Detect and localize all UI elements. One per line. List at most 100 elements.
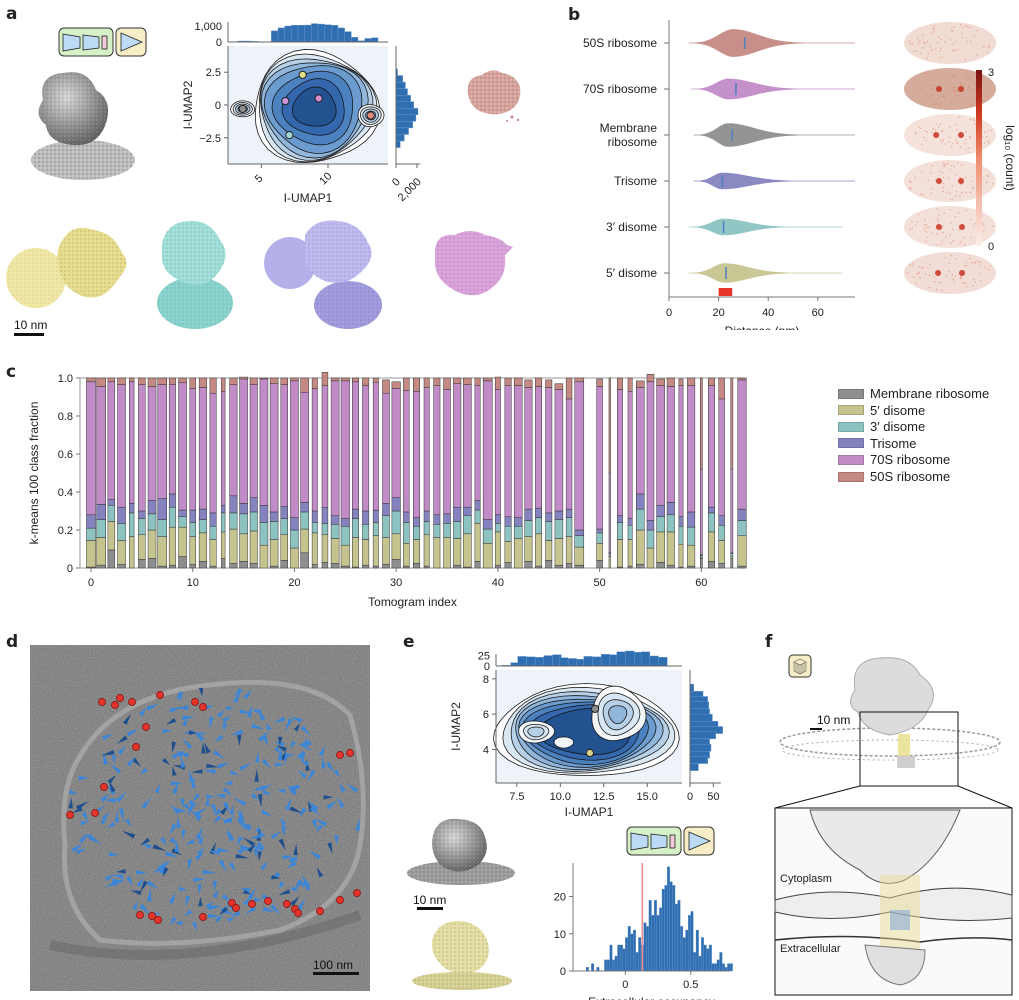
- histogram-bar: [623, 949, 626, 971]
- stacked-bar-segment: [341, 519, 350, 527]
- x-tick-label: 15.0: [637, 791, 658, 803]
- stacked-bar-segment: [108, 500, 115, 506]
- histogram-bar: [631, 934, 634, 971]
- orientation-map-speck: [916, 273, 917, 274]
- x-tick-label: 40: [492, 577, 504, 589]
- stacked-bar-segment: [312, 533, 317, 564]
- orientation-map-speck: [928, 226, 929, 227]
- stacked-bar-segment: [392, 534, 401, 560]
- orientation-map-speck: [969, 27, 970, 28]
- orientation-map-speck: [955, 94, 956, 95]
- stacked-bar-segment: [505, 526, 511, 541]
- histogram-bar: [638, 937, 641, 971]
- stacked-bar-segment: [312, 511, 317, 522]
- stacked-bar-segment: [609, 557, 611, 568]
- y-tick-label: 0.4: [58, 487, 73, 499]
- orientation-map-speck: [954, 166, 955, 167]
- stacked-bar-segment: [210, 393, 216, 513]
- stacked-bar-segment: [301, 553, 309, 568]
- stacked-bar-segment: [505, 541, 511, 562]
- right-histogram-bar: [690, 757, 708, 764]
- orientation-map-speck: [943, 163, 944, 164]
- stacked-bar-segment: [281, 519, 288, 535]
- orientation-map-speck: [950, 223, 951, 224]
- orientation-map-speck: [934, 25, 935, 26]
- stacked-bar-segment: [290, 381, 298, 518]
- stacked-bar-segment: [322, 535, 328, 563]
- orientation-map-speck: [920, 128, 921, 129]
- orientation-map-speck: [924, 224, 925, 225]
- top-histogram-bar: [559, 658, 568, 666]
- stacked-bar-segment: [129, 378, 134, 382]
- orientation-map-speck: [976, 30, 977, 31]
- legend-label: 3′ disome: [870, 419, 925, 434]
- stacked-bar-segment: [301, 529, 309, 553]
- orientation-map-2: [904, 114, 996, 156]
- stacked-bar-segment: [463, 516, 471, 534]
- orientation-map-speck: [910, 43, 911, 44]
- stacked-bar-segment: [463, 378, 471, 385]
- orientation-map-speck: [916, 283, 917, 284]
- orientation-map-speck: [936, 233, 937, 234]
- stacked-bar-segment: [97, 504, 106, 519]
- membrane-ribosome-marker: [199, 703, 206, 710]
- stacked-bar-segment: [609, 554, 611, 557]
- stacked-bar-segment: [169, 565, 175, 568]
- y-axis-label: I-UMAP2: [449, 702, 463, 751]
- stacked-bar-segment: [199, 378, 206, 388]
- y-tick-label: 4: [483, 744, 489, 756]
- orientation-map-speck: [989, 45, 990, 46]
- stacked-bar-segment: [290, 548, 298, 568]
- stacked-bar-segment: [597, 560, 603, 568]
- stacked-bar-segment: [230, 563, 237, 568]
- orientation-map-speck: [943, 77, 944, 78]
- stacked-bar-segment: [403, 522, 409, 543]
- orientation-map-speck: [952, 143, 953, 144]
- stacked-bar-segment: [322, 507, 328, 523]
- stacked-bar-segment: [148, 387, 156, 501]
- stacked-bar-segment: [373, 510, 378, 522]
- orientation-map-speck: [955, 195, 956, 196]
- membrane-ribosome-marker: [111, 701, 118, 708]
- orientation-map-speck: [952, 274, 953, 275]
- orientation-map-speck: [950, 88, 951, 89]
- stacked-bar-segment: [636, 381, 644, 388]
- orientation-map-speck: [912, 265, 913, 266]
- stacked-bar-segment: [118, 564, 126, 568]
- orientation-map-speck: [965, 143, 966, 144]
- stacked-bar-segment: [270, 566, 278, 568]
- scalebar-label-a: 10 nm: [14, 318, 47, 332]
- orientation-map-speck: [974, 123, 975, 124]
- stacked-bar-segment: [424, 535, 429, 566]
- y-axis-label: I-UMAP2: [181, 80, 195, 129]
- violin-5-disome: [689, 263, 843, 283]
- orientation-map-speck: [978, 261, 979, 262]
- stacked-bar-segment: [555, 565, 563, 568]
- membrane-ribosome-marker: [316, 907, 323, 914]
- orientation-map-speck: [952, 50, 953, 51]
- membrane-ribosome-marker: [116, 694, 123, 701]
- histogram-bar: [665, 885, 668, 971]
- cytoplasm-annotation: Cytoplasm: [780, 873, 832, 885]
- stacked-bar-segment: [453, 521, 460, 538]
- x-tick-label: 60: [695, 577, 707, 589]
- x-tick-label: 7.5: [509, 791, 524, 803]
- orientation-map-speck: [964, 237, 965, 238]
- orientation-hotspot: [959, 224, 965, 230]
- right-histogram-bar: [396, 135, 404, 142]
- orientation-map-speck: [938, 214, 939, 215]
- orientation-map-speck: [935, 78, 936, 79]
- orientation-map-speck: [966, 210, 967, 211]
- x-tick-label: 10: [317, 170, 334, 187]
- histogram-bar: [628, 926, 631, 971]
- orientation-map-speck: [950, 101, 951, 102]
- stacked-bar-segment: [362, 540, 368, 566]
- stacked-bar-segment: [647, 374, 654, 382]
- stacked-bar-segment: [657, 386, 665, 506]
- violin-membrane-ribosome: [694, 123, 855, 147]
- stacked-bar-segment: [260, 522, 268, 545]
- orientation-map-speck: [968, 86, 969, 87]
- highlight-range-bar: [719, 288, 733, 296]
- orientation-map-speck: [944, 212, 945, 213]
- orientation-map-speck: [918, 273, 919, 274]
